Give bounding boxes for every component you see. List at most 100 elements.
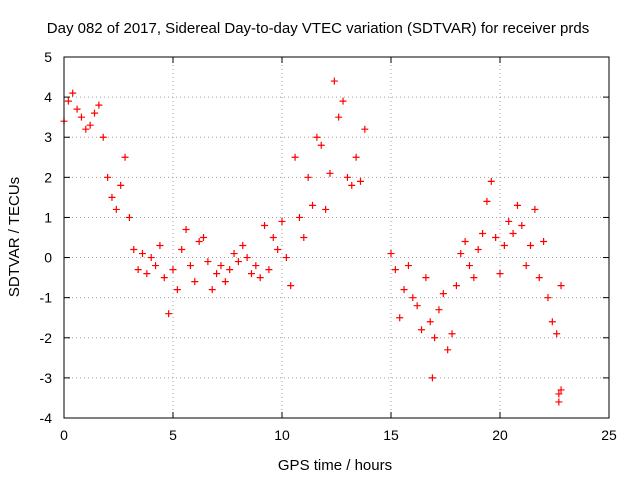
data-point bbox=[265, 266, 273, 274]
data-point bbox=[108, 193, 116, 201]
data-point bbox=[73, 105, 81, 113]
data-points bbox=[60, 77, 565, 406]
data-point bbox=[435, 306, 443, 314]
data-point bbox=[309, 201, 317, 209]
data-point bbox=[428, 374, 436, 382]
data-point bbox=[243, 254, 251, 262]
data-point bbox=[513, 201, 521, 209]
data-point bbox=[82, 125, 90, 133]
data-point bbox=[400, 286, 408, 294]
data-point bbox=[426, 318, 434, 326]
x-tick-label: 25 bbox=[601, 427, 617, 443]
data-point bbox=[178, 246, 186, 254]
data-point bbox=[282, 254, 290, 262]
data-point bbox=[156, 242, 164, 250]
data-point bbox=[356, 177, 364, 185]
data-point bbox=[418, 326, 426, 334]
data-point bbox=[391, 266, 399, 274]
data-point bbox=[465, 262, 473, 270]
data-point bbox=[143, 270, 151, 278]
data-point bbox=[317, 141, 325, 149]
data-point bbox=[452, 282, 460, 290]
y-tick-label: -3 bbox=[40, 370, 53, 386]
data-point bbox=[396, 314, 404, 322]
data-point bbox=[134, 266, 142, 274]
data-point bbox=[91, 109, 99, 117]
data-point bbox=[186, 262, 194, 270]
data-point bbox=[112, 205, 120, 213]
y-tick-label: -4 bbox=[40, 410, 53, 426]
data-point bbox=[387, 250, 395, 258]
data-point bbox=[335, 113, 343, 121]
data-point bbox=[461, 238, 469, 246]
data-point bbox=[191, 278, 199, 286]
data-point bbox=[422, 274, 430, 282]
x-tick-label: 20 bbox=[492, 427, 508, 443]
data-point bbox=[474, 246, 482, 254]
data-point bbox=[527, 242, 535, 250]
y-tick-label: 2 bbox=[44, 169, 52, 185]
x-tick-label: 15 bbox=[383, 427, 399, 443]
data-point bbox=[121, 153, 129, 161]
data-point bbox=[326, 169, 334, 177]
data-point bbox=[352, 153, 360, 161]
y-tick-label: 5 bbox=[44, 49, 52, 65]
data-point bbox=[544, 294, 552, 302]
data-point bbox=[483, 197, 491, 205]
data-point bbox=[182, 225, 190, 233]
data-point bbox=[147, 254, 155, 262]
data-point bbox=[160, 274, 168, 282]
data-point bbox=[256, 274, 264, 282]
data-point bbox=[479, 229, 487, 237]
data-point bbox=[548, 318, 556, 326]
data-point bbox=[252, 262, 260, 270]
x-tick-label: 0 bbox=[60, 427, 68, 443]
data-point bbox=[99, 133, 107, 141]
data-point bbox=[322, 205, 330, 213]
data-point bbox=[518, 221, 526, 229]
data-point bbox=[278, 217, 286, 225]
y-tick-label: 3 bbox=[44, 129, 52, 145]
data-point bbox=[165, 310, 173, 318]
data-point bbox=[431, 334, 439, 342]
data-point bbox=[130, 246, 138, 254]
data-point bbox=[217, 262, 225, 270]
data-point bbox=[500, 242, 508, 250]
data-point bbox=[261, 221, 269, 229]
data-point bbox=[509, 229, 517, 237]
x-tick-label: 5 bbox=[169, 427, 177, 443]
data-point bbox=[95, 101, 103, 109]
data-point bbox=[77, 113, 85, 121]
data-point bbox=[117, 181, 125, 189]
data-point bbox=[535, 274, 543, 282]
data-point bbox=[247, 270, 255, 278]
y-tick-label: 0 bbox=[44, 250, 52, 266]
gridlines bbox=[64, 57, 609, 418]
data-point bbox=[540, 238, 548, 246]
data-point bbox=[221, 278, 229, 286]
data-point bbox=[226, 266, 234, 274]
data-point bbox=[173, 286, 181, 294]
data-point bbox=[208, 286, 216, 294]
data-point bbox=[555, 390, 563, 398]
data-point bbox=[557, 386, 565, 394]
data-point bbox=[152, 262, 160, 270]
data-point bbox=[557, 282, 565, 290]
y-tick-label: 4 bbox=[44, 89, 52, 105]
data-point bbox=[234, 258, 242, 266]
data-point bbox=[487, 177, 495, 185]
data-point bbox=[104, 173, 112, 181]
data-point bbox=[313, 133, 321, 141]
data-point bbox=[343, 173, 351, 181]
data-point bbox=[348, 181, 356, 189]
data-point bbox=[204, 258, 212, 266]
data-point bbox=[404, 262, 412, 270]
data-point bbox=[200, 234, 208, 241]
data-point bbox=[295, 213, 303, 221]
data-point bbox=[125, 213, 133, 221]
chart-title: Day 082 of 2017, Sidereal Day-to-day VTE… bbox=[47, 20, 589, 37]
data-point bbox=[448, 330, 456, 338]
y-tick-label: -2 bbox=[40, 330, 53, 346]
data-point bbox=[269, 234, 277, 241]
